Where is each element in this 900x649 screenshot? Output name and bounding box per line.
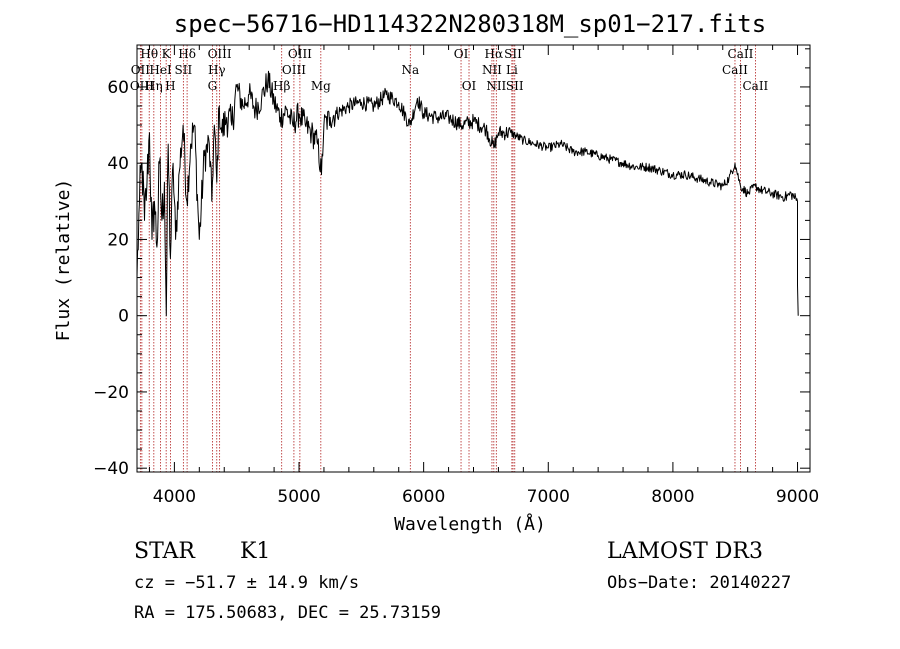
axis-ticks-layer: 4000 5000 6000 7000 8000 9000 −40 −20 0 20 40 60 <box>93 45 819 507</box>
x-tick-label-7000: 7000 <box>527 487 570 507</box>
spectral-line-label-19: Hα <box>485 47 504 61</box>
y-tick-label-20: 20 <box>107 230 129 250</box>
spectral-line-label-15: Mg <box>311 79 331 93</box>
redshift-label: cz = −51.7 ± 14.9 km/s <box>134 573 360 593</box>
spectral-line-label-23: Li <box>506 63 518 77</box>
x-tick-label-6000: 6000 <box>402 487 445 507</box>
spectral-line-label-26: CaII <box>722 63 748 77</box>
spectral-line-label-1: OII <box>131 63 151 77</box>
spectral-line-label-21: NII <box>486 79 506 93</box>
spectral-line-label-9: OIII <box>208 47 232 61</box>
x-tick-label-8000: 8000 <box>651 487 694 507</box>
spectral-line-label-0: Hθ <box>140 47 158 61</box>
x-tick-label-4000: 4000 <box>153 487 196 507</box>
spectral-line-label-14: Hβ <box>273 79 290 93</box>
spectral-line-label-2: OIII <box>130 79 154 93</box>
spectral-line-label-8: SII <box>175 63 193 77</box>
chart-title: spec−56716−HD114322N280318M_sp01−217.fit… <box>174 10 766 38</box>
spectral-line-label-17: OI <box>454 47 469 61</box>
spectral-line-label-27: CaII <box>742 79 768 93</box>
spectral-line-label-12: OIII <box>288 47 312 61</box>
spectral-line-label-5: Hη <box>145 79 163 93</box>
x-axis-label: Wavelength (Å) <box>394 513 546 535</box>
spectral-line-label-10: Hγ <box>208 63 226 77</box>
spectral-line-label-6: H <box>165 79 175 93</box>
coordinates-label: RA = 175.50683, DEC = 25.73159 <box>134 603 442 623</box>
spectral-line-labels-layer: Hθ OII OIII K HeI Hη H Hδ SII OIII Hγ G OIII OIII Hβ Mg… <box>130 47 769 93</box>
spectral-line-label-18: OI <box>462 79 477 93</box>
subclass-label: K1 <box>240 539 271 564</box>
x-tick-label-9000: 9000 <box>776 487 819 507</box>
spectral-line-label-24: SII <box>506 79 524 93</box>
obs-date-label: Obs−Date: 20140227 <box>607 573 792 593</box>
spectral-line-label-16: Na <box>401 63 419 77</box>
spectral-line-label-22: SII <box>504 47 522 61</box>
y-tick-label-40: 40 <box>107 154 129 174</box>
spectral-line-label-20: NII <box>482 63 502 77</box>
class-label: STAR <box>134 539 195 564</box>
plot-frame <box>136 44 811 473</box>
spectrum-series-0 <box>136 70 799 317</box>
y-tick-label--20: −20 <box>93 383 129 403</box>
y-axis-label: Flux (relative) <box>53 179 74 342</box>
spectral-line-label-3: K <box>162 47 172 61</box>
spectral-line-label-11: G <box>208 79 218 93</box>
spectral-line-label-7: Hδ <box>178 47 196 61</box>
spectral-line-label-13: OIII <box>282 63 306 77</box>
x-tick-label-5000: 5000 <box>277 487 320 507</box>
survey-label: LAMOST DR3 <box>607 539 763 564</box>
spectral-line-label-4: HeI <box>149 63 172 77</box>
spectrum-series-layer <box>136 70 799 317</box>
y-tick-label-60: 60 <box>107 78 129 98</box>
y-tick-label-0: 0 <box>118 307 129 327</box>
spectral-line-label-25: CaII <box>728 47 754 61</box>
y-tick-label--40: −40 <box>93 459 129 479</box>
